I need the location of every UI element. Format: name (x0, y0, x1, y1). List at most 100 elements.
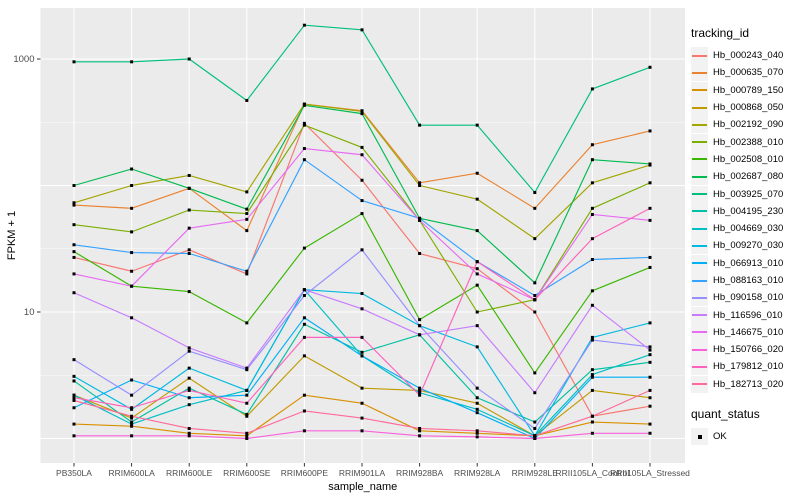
data-point (130, 269, 134, 273)
data-point (590, 335, 594, 339)
data-point (590, 206, 594, 210)
x-tick-label: RRII105LA_Control (556, 468, 630, 478)
legend-key-line (692, 141, 707, 144)
legend-item-Hb_000868_050: Hb_000868_050 (691, 99, 799, 117)
data-point (302, 103, 306, 107)
data-point (475, 431, 479, 435)
data-point (418, 391, 422, 395)
data-point (360, 401, 364, 405)
data-point (533, 426, 537, 430)
legend: tracking_id Hb_000243_040 Hb_000635_070 Hb… (691, 26, 799, 446)
legend-item-Hb_146675_010: Hb_146675_010 (691, 323, 799, 341)
legend-item-Hb_182713_020: Hb_182713_020 (691, 375, 799, 393)
data-point (648, 422, 652, 426)
legend-item-Hb_116596_010: Hb_116596_010 (691, 306, 799, 324)
data-point (648, 353, 652, 357)
legend-key-line (692, 158, 707, 161)
legend-item-Hb_002388_010: Hb_002388_010 (691, 133, 799, 151)
data-point (72, 434, 76, 438)
legend-key-swatch (691, 133, 708, 151)
data-point (302, 354, 306, 358)
legend-item-Hb_004669_030: Hb_004669_030 (691, 220, 799, 238)
data-point (130, 434, 134, 438)
legend-key-line (692, 348, 707, 351)
data-point (187, 386, 191, 390)
data-point (360, 292, 364, 296)
data-point (187, 248, 191, 252)
legend-item-label: Hb_004669_030 (713, 223, 784, 235)
data-point (648, 396, 652, 400)
y-tick-label: 10 (24, 307, 35, 318)
data-point (245, 212, 249, 216)
data-point (302, 123, 306, 127)
legend-item-label: Hb_182713_020 (713, 378, 784, 390)
data-point (590, 237, 594, 241)
data-point (475, 401, 479, 405)
legend-key-line (692, 296, 707, 299)
data-point (590, 373, 594, 377)
x-axis-title: sample_name (328, 481, 397, 493)
legend-key-swatch (691, 220, 708, 238)
data-point (245, 401, 249, 405)
legend-gap (691, 393, 799, 407)
data-point (72, 406, 76, 410)
legend-item-label: Hb_002192_090 (713, 119, 784, 131)
x-tick-label: RRIM600LA (108, 468, 155, 478)
data-point (648, 431, 652, 435)
data-point (418, 333, 422, 337)
legend-key-swatch (691, 150, 708, 168)
data-point (72, 203, 76, 207)
data-point (475, 429, 479, 433)
tracking-id-legend-items: Hb_000243_040 Hb_000635_070 Hb_000789_150 H… (691, 47, 799, 393)
legend-item-Hb_066913_010: Hb_066913_010 (691, 254, 799, 272)
legend-item-Hb_090158_010: Hb_090158_010 (691, 289, 799, 307)
data-point (245, 229, 249, 233)
data-point (475, 283, 479, 287)
data-point (245, 434, 249, 438)
legend-key-swatch (691, 272, 708, 289)
legend-item-Hb_000635_070: Hb_000635_070 (691, 64, 799, 82)
data-point (533, 310, 537, 314)
data-point (187, 346, 191, 350)
data-point (590, 338, 594, 342)
data-point (72, 393, 76, 397)
legend-item-label: Hb_002508_010 (713, 153, 784, 165)
data-point (130, 230, 134, 234)
data-point (360, 386, 364, 390)
data-point (72, 184, 76, 187)
data-point (130, 316, 134, 320)
x-tick-label: RRIM600LE (166, 468, 213, 478)
data-point (130, 251, 134, 255)
data-point (533, 371, 537, 375)
data-point (302, 147, 306, 151)
legend-item-quant-ok: OK (691, 428, 799, 446)
data-point (418, 393, 422, 397)
legend-title-quant-status: quant_status (691, 406, 760, 421)
legend-item-Hb_000243_040: Hb_000243_040 (691, 47, 799, 65)
data-point (360, 429, 364, 433)
legend-key-line (692, 227, 707, 230)
data-point (187, 366, 191, 370)
data-point (187, 290, 191, 294)
legend-item-Hb_002192_090: Hb_002192_090 (691, 116, 799, 134)
data-point (130, 407, 134, 411)
data-point (302, 121, 306, 125)
data-point (130, 284, 134, 288)
legend-item-Hb_179812_010: Hb_179812_010 (691, 358, 799, 376)
legend-item-label: Hb_003925_070 (713, 188, 784, 200)
data-point (187, 349, 191, 353)
data-point (302, 23, 306, 27)
data-point (360, 307, 364, 311)
data-point (590, 368, 594, 372)
data-point (418, 324, 422, 328)
data-point (187, 403, 191, 407)
data-point (475, 229, 479, 233)
data-point (475, 272, 479, 276)
data-point (533, 434, 537, 438)
data-point (72, 291, 76, 295)
legend-item-label: Hb_004195_230 (713, 205, 784, 217)
data-point (187, 252, 191, 256)
legend-key-swatch (691, 116, 708, 134)
data-point (648, 265, 652, 269)
